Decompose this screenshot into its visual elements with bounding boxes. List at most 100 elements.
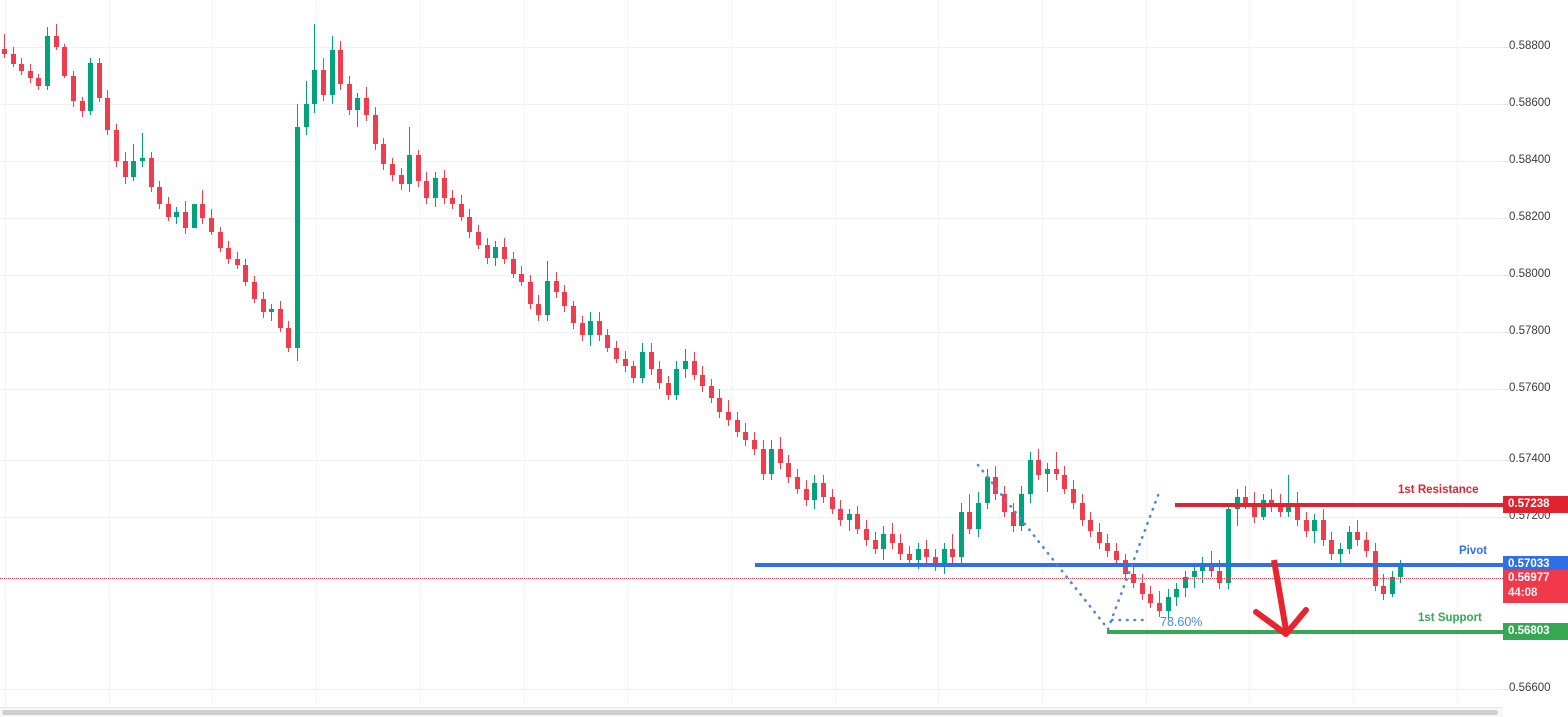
candle-body [329,49,335,96]
candle-body [657,369,663,384]
scrollbar-thumb[interactable] [2,710,1498,715]
candle-body [691,360,697,375]
candle-body [536,303,542,315]
candle-body [1286,503,1292,512]
candle-body [941,548,947,566]
axis-tick-mark [1503,332,1509,333]
candle-body [881,534,887,549]
candle-body [872,540,878,549]
candle-wick [314,24,316,113]
candle-body [27,71,33,79]
horizontal-scrollbar[interactable] [0,707,1503,717]
candle-body [501,246,507,260]
current-price-value: 0.56977 [1508,572,1550,584]
candle-body [1148,594,1154,603]
candle-body [743,431,749,441]
candle-body [251,282,257,300]
candle-body [708,386,714,398]
grid-line-vertical [109,0,110,706]
candle-body [976,503,982,529]
level-line-1st-resistance[interactable] [1175,503,1503,507]
candle-body [545,280,551,315]
candle-wick [1055,451,1057,481]
chart-plot-area[interactable]: 1st Resistance Pivot 1st Support 78.60% [0,0,1503,706]
grid-line-horizontal [0,389,1503,390]
candle-body [726,411,732,421]
candle-body [898,542,904,555]
candle-body [441,178,447,199]
candle-body [1329,540,1335,555]
grid-line-vertical [316,0,317,706]
candle-body [407,155,413,184]
candle-body [355,98,361,110]
candle-body [53,35,59,47]
candle-body [493,246,499,258]
candle-body [1389,577,1395,595]
candle-body [1338,548,1344,555]
candle-body [226,247,232,260]
level-line-pivot[interactable] [755,563,1503,567]
candle-body [1346,531,1352,549]
candle-body [234,259,240,265]
price-badge-1st-resistance[interactable]: 0.57238 [1503,496,1568,513]
candle-body [1303,520,1309,532]
price-axis[interactable]: 0.58800 0.58600 0.58400 0.58200 0.58000 0.578… [1503,0,1568,706]
candle-body [19,63,25,72]
price-axis-label: 0.57200 [1509,510,1551,522]
candle-body [1096,531,1102,543]
grid-line-vertical [938,0,939,706]
candle-body [217,232,223,248]
candle-body [1260,500,1266,518]
candle-body [838,508,844,521]
annotation-layer [976,463,1309,637]
candle-body [1079,503,1085,521]
grid-line-horizontal [0,332,1503,333]
grid-line-vertical [1042,0,1043,706]
axis-tick-mark [1503,517,1509,518]
candle-wick [357,92,359,127]
candle-body [829,497,835,509]
current-price-badge[interactable]: 0.56977 44:08 [1503,570,1568,603]
candle-body [950,548,956,558]
candle-body [1010,511,1016,526]
candle-body [1355,531,1361,541]
candle-body [820,483,826,498]
candle-body [148,158,154,187]
grid-line-vertical [1146,0,1147,706]
candle-body [183,212,189,228]
candle-body [79,101,85,112]
price-axis-label: 0.58800 [1509,40,1551,52]
candle-body [915,548,921,560]
candle-body [45,35,51,87]
level-line-1st-support[interactable] [1107,630,1503,634]
price-badge-1st-support[interactable]: 0.56803 [1503,623,1568,640]
price-badge-pivot[interactable]: 0.57033 [1503,556,1568,573]
candle-body [467,216,473,233]
candle-body [62,47,68,76]
level-label-pivot: Pivot [1459,545,1488,557]
candle-body [510,259,516,274]
candle-body [1062,474,1068,489]
candle-body [700,374,706,387]
candle-body [157,186,163,204]
candle-body [1088,520,1094,532]
candle-body [614,347,620,360]
candle-body [769,448,775,475]
candle-body [433,178,438,199]
candle-body [967,511,973,529]
candle-body [639,351,645,378]
candle-body [570,306,576,324]
candle-wick [848,508,850,532]
candle-body [381,143,387,164]
price-axis-label: 0.58200 [1509,211,1551,223]
candle-body [174,212,180,217]
axis-tick-mark [1503,275,1509,276]
candle-body [36,78,42,87]
grid-line-vertical [420,0,421,706]
candle-body [1053,468,1059,475]
current-price-line [0,578,1503,579]
axis-tick-mark [1503,47,1509,48]
candle-body [1320,520,1326,541]
candle-body [208,218,214,233]
